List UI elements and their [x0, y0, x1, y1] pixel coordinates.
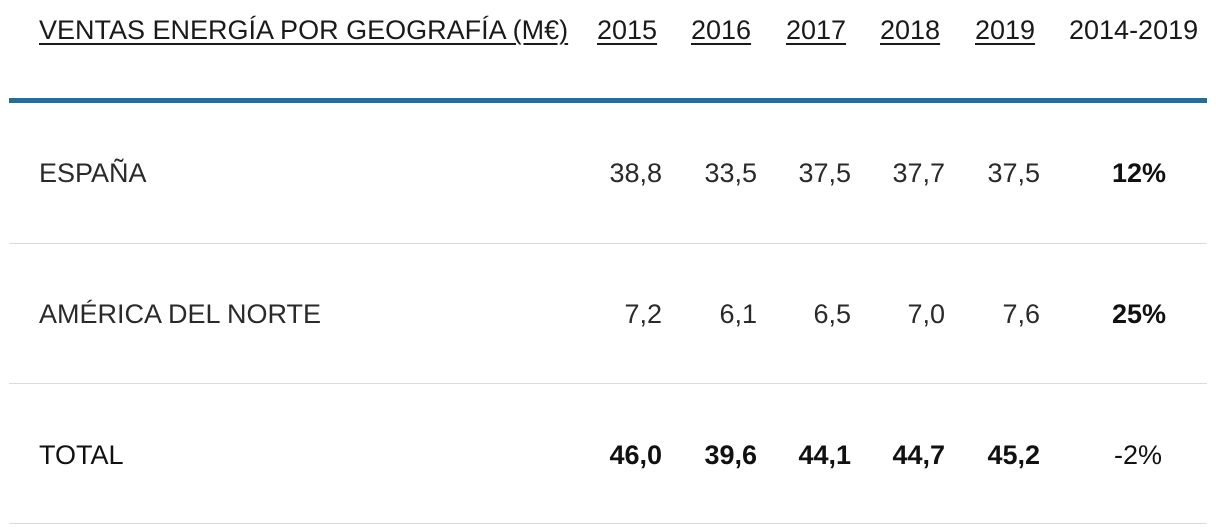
cell-2018: 37,7	[892, 158, 945, 188]
row-label: ESPAÑA	[39, 158, 147, 188]
cell-2019: 7,6	[1002, 299, 1040, 329]
cell-change: -2%	[1113, 440, 1162, 470]
cell-2018: 7,0	[907, 299, 945, 329]
cell-2015: 7,2	[624, 299, 662, 329]
row-label: TOTAL	[39, 440, 124, 470]
cell-2017: 37,5	[798, 158, 851, 188]
cell-2015: 46,0	[609, 440, 662, 470]
column-header-2019: 2019	[975, 15, 1036, 45]
row-divider	[9, 523, 1207, 524]
cell-change: 12%	[1111, 158, 1166, 188]
cell-2016: 39,6	[704, 440, 757, 470]
column-header-change: 2014-2019	[1069, 15, 1199, 45]
column-header-2015: 2015	[597, 15, 658, 45]
row-divider	[9, 383, 1207, 384]
cell-2019: 45,2	[987, 440, 1040, 470]
header-divider	[9, 98, 1207, 103]
cell-2016: 6,1	[719, 299, 757, 329]
cell-2015: 38,8	[609, 158, 662, 188]
cell-2018: 44,7	[892, 440, 945, 470]
cell-2017: 44,1	[798, 440, 851, 470]
column-header-2017: 2017	[786, 15, 847, 45]
cell-2016: 33,5	[704, 158, 757, 188]
cell-2019: 37,5	[987, 158, 1040, 188]
cell-2017: 6,5	[813, 299, 851, 329]
row-divider	[9, 243, 1207, 244]
table-title: VENTAS ENERGÍA POR GEOGRAFÍA (M€)	[39, 15, 569, 45]
column-header-2018: 2018	[880, 15, 941, 45]
row-label: AMÉRICA DEL NORTE	[39, 299, 322, 329]
cell-change: 25%	[1111, 299, 1166, 329]
column-header-2016: 2016	[691, 15, 752, 45]
